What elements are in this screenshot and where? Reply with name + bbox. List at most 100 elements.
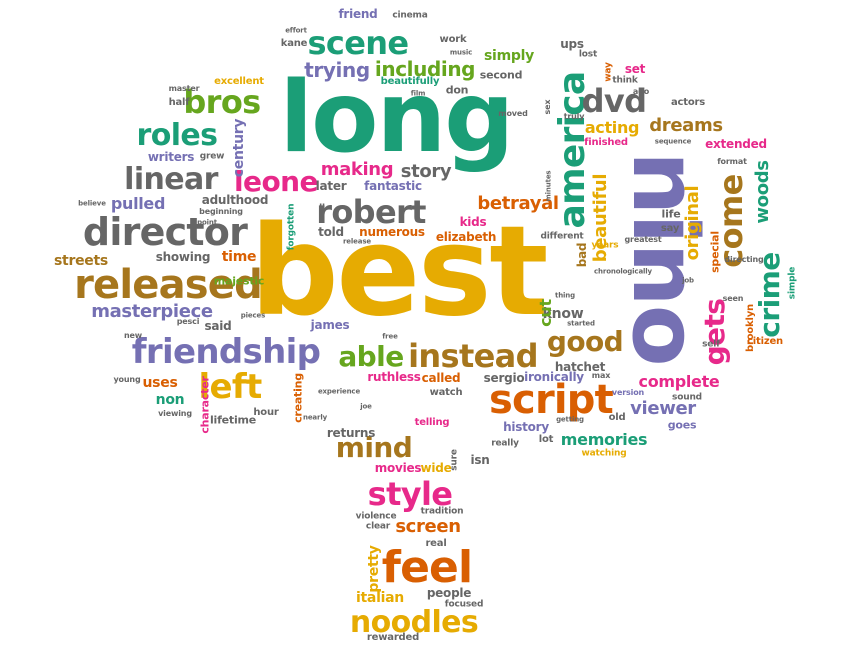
word-special: special [708, 231, 722, 273]
word-release: release [342, 237, 372, 246]
word-streets: streets [54, 253, 108, 269]
word-master: master [168, 84, 200, 93]
word-said: said [204, 319, 232, 333]
word-second: second [479, 68, 523, 82]
word-thing: thing [554, 291, 576, 300]
word-instead: instead [408, 337, 538, 375]
word-dreams: dreams [649, 115, 723, 136]
word-tradition: tradition [420, 506, 464, 517]
word-roles: roles [136, 118, 219, 153]
word-really: really [491, 438, 519, 449]
word-citizen: citizen [747, 336, 783, 347]
word-non: non [155, 392, 185, 408]
word-mind: mind [335, 431, 413, 464]
word-life: life [661, 207, 681, 221]
word-simply: simply [484, 48, 534, 64]
word-later: later [315, 179, 347, 193]
word-elizabeth: elizabeth [435, 230, 497, 244]
word-max: max [591, 371, 611, 380]
word-script: script [489, 377, 614, 423]
word-started: started [567, 319, 595, 328]
word-cinema: cinema [392, 10, 428, 21]
word-scene: scene [307, 24, 409, 62]
word-called: called [421, 371, 461, 385]
word-grew: grew [199, 151, 225, 162]
word-clear: clear [365, 521, 391, 532]
word-people: people [426, 586, 472, 600]
word-truly: truly [563, 112, 585, 121]
word-seen: seen [722, 294, 744, 303]
word-trying: trying [304, 58, 370, 82]
word-able: able [338, 340, 404, 373]
word-watching: watching [581, 448, 627, 459]
word-james: james [310, 318, 350, 332]
word-character: character [198, 376, 212, 434]
word-don: don [445, 83, 469, 97]
word-pulled: pulled [110, 194, 166, 213]
word-music: music [449, 48, 473, 57]
word-effort: effort [285, 26, 307, 35]
word-getting: getting [556, 415, 584, 424]
word-self: self [702, 339, 720, 350]
word-screen: screen [395, 516, 461, 537]
word-story: story [400, 161, 452, 182]
word-gets: gets [698, 298, 731, 366]
word-hour: hour [253, 407, 279, 418]
word-pieces: pieces [240, 311, 266, 320]
word-uses: uses [142, 375, 178, 391]
word-majestic: majestic [213, 274, 265, 288]
word-excellent: excellent [214, 76, 264, 87]
word-telling: telling [414, 417, 450, 428]
word-woods: woods [752, 160, 773, 224]
word-century: century [231, 118, 247, 178]
word-betrayal: betrayal [477, 193, 559, 214]
word-beautifully: beautifully [380, 76, 440, 87]
word-set: set [624, 62, 646, 76]
word-ruthless: ruthless [367, 370, 421, 384]
word-version: version [611, 388, 645, 397]
word-finished: finished [584, 137, 628, 148]
word-beginning: beginning [199, 207, 243, 216]
word-minutes: minutes [544, 170, 553, 202]
word-old: old [608, 412, 626, 423]
word-creating: creating [291, 373, 305, 423]
word-lot: lot [538, 434, 554, 445]
word-movies: movies [374, 461, 422, 475]
word-friendship: friendship [131, 332, 321, 372]
word-feel: feel [381, 542, 473, 593]
word-ll: ll [319, 203, 325, 214]
word-rewarded: rewarded [366, 632, 420, 643]
word-lifetime: lifetime [210, 413, 256, 427]
word-long: long [279, 61, 515, 175]
word-sound: sound [672, 392, 702, 403]
word-pretty: pretty [366, 545, 382, 593]
word-adulthood: adulthood [201, 193, 269, 207]
word-sergio: sergio [483, 371, 525, 385]
word-years: years [591, 240, 619, 251]
word-greatest: greatest [624, 235, 662, 244]
word-writers: writers [147, 150, 195, 164]
word-goes: goes [667, 418, 697, 432]
word-returns: returns [326, 426, 376, 440]
word-dvd: dvd [581, 82, 647, 120]
word-cut: cut [536, 299, 555, 327]
word-real: real [425, 538, 447, 549]
word-released: released [74, 262, 263, 308]
word-left: left [198, 367, 262, 407]
word-style: style [367, 475, 453, 513]
word-time: time [221, 249, 257, 265]
word-robert: robert [316, 193, 426, 231]
word-sex: sex [543, 99, 552, 115]
word-work: work [439, 34, 467, 45]
word-nearly: nearly [302, 413, 328, 422]
word-memories: memories [560, 430, 648, 449]
word-acting: acting [584, 118, 640, 137]
word-new: new [123, 331, 143, 340]
word-simple: simple [787, 266, 798, 300]
word-free: free [382, 332, 398, 341]
word-lost: lost [578, 49, 598, 60]
word-wide: wide [420, 461, 452, 475]
word-believe: believe [78, 199, 106, 208]
word-told: told [318, 225, 344, 239]
